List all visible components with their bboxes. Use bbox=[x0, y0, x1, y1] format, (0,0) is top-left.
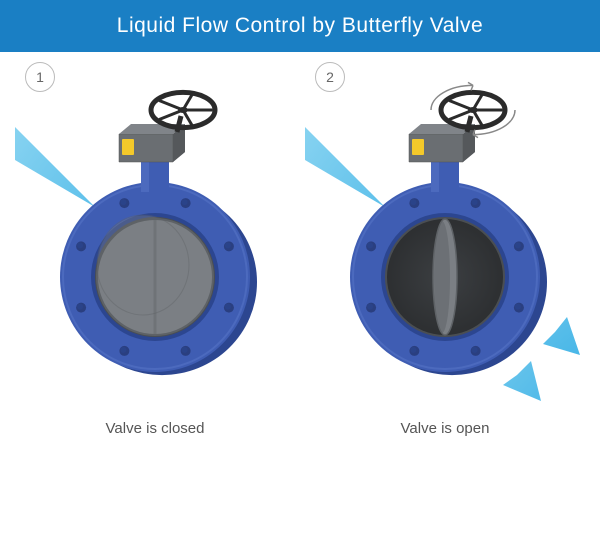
caption-open: Valve is open bbox=[305, 420, 585, 437]
panel-closed: 1 Valve is closed bbox=[15, 62, 295, 437]
valve-closed-figure bbox=[15, 62, 295, 402]
diagram-panels: 1 Valve is closed 2 Valve is open bbox=[0, 52, 600, 437]
page-title: Liquid Flow Control by Butterfly Valve bbox=[117, 14, 483, 37]
valve-open-svg bbox=[305, 62, 585, 402]
caption-closed: Valve is closed bbox=[15, 420, 295, 437]
valve-open-figure bbox=[305, 62, 585, 402]
valve-closed-svg bbox=[15, 62, 295, 402]
panel-open: 2 Valve is open bbox=[305, 62, 585, 437]
title-bar: Liquid Flow Control by Butterfly Valve bbox=[0, 0, 600, 52]
